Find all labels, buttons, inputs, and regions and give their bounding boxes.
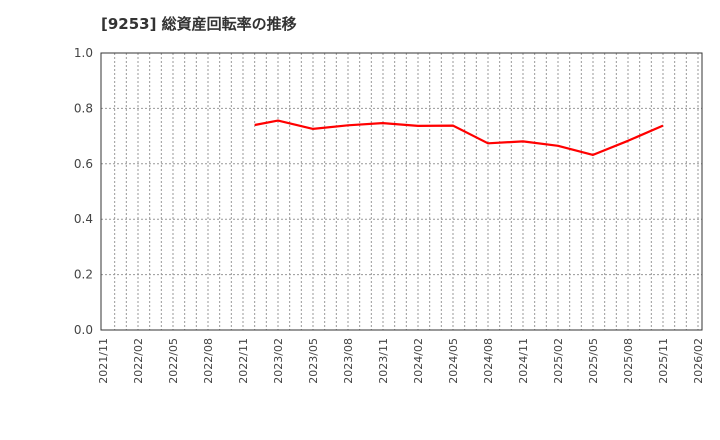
x-tick-label: 2024/05 bbox=[447, 338, 460, 384]
x-tick-label: 2022/11 bbox=[237, 338, 250, 384]
x-tick-label: 2025/11 bbox=[657, 338, 670, 384]
chart-title: [9253] 総資産回転率の推移 bbox=[101, 15, 297, 33]
x-tick-label: 2025/08 bbox=[622, 338, 635, 384]
y-tick-label: 0.8 bbox=[74, 101, 93, 115]
y-tick-label: 0.6 bbox=[74, 157, 93, 171]
grid-lines bbox=[101, 53, 702, 330]
x-tick-label: 2023/02 bbox=[272, 338, 285, 384]
y-tick-label: 0.2 bbox=[74, 268, 93, 282]
x-tick-label: 2021/11 bbox=[97, 338, 110, 384]
x-tick-label: 2025/05 bbox=[587, 338, 600, 384]
x-tick-label: 2024/08 bbox=[482, 338, 495, 384]
x-tick-label: 2023/08 bbox=[342, 338, 355, 384]
x-tick-label: 2026/02 bbox=[692, 338, 705, 384]
y-axis: 0.0 0.2 0.4 0.6 0.8 1.0 bbox=[74, 46, 93, 337]
x-tick-label: 2023/05 bbox=[307, 338, 320, 384]
x-tick-label: 2022/08 bbox=[202, 338, 215, 384]
x-tick-label: 2024/02 bbox=[412, 338, 425, 384]
y-tick-label: 0.4 bbox=[74, 212, 93, 226]
x-tick-label: 2024/11 bbox=[517, 338, 530, 384]
series-line bbox=[254, 119, 664, 156]
x-tick-label: 2023/11 bbox=[377, 338, 390, 384]
x-axis: 2021/11 2022/02 2022/05 2022/08 2022/11 2023/… bbox=[97, 338, 705, 384]
y-tick-label: 1.0 bbox=[74, 46, 93, 60]
x-tick-label: 2022/05 bbox=[167, 338, 180, 384]
y-tick-label: 0.0 bbox=[74, 323, 93, 337]
x-tick-label: 2025/02 bbox=[552, 338, 565, 384]
x-tick-label: 2022/02 bbox=[132, 338, 145, 384]
plot-frame bbox=[100, 52, 703, 331]
